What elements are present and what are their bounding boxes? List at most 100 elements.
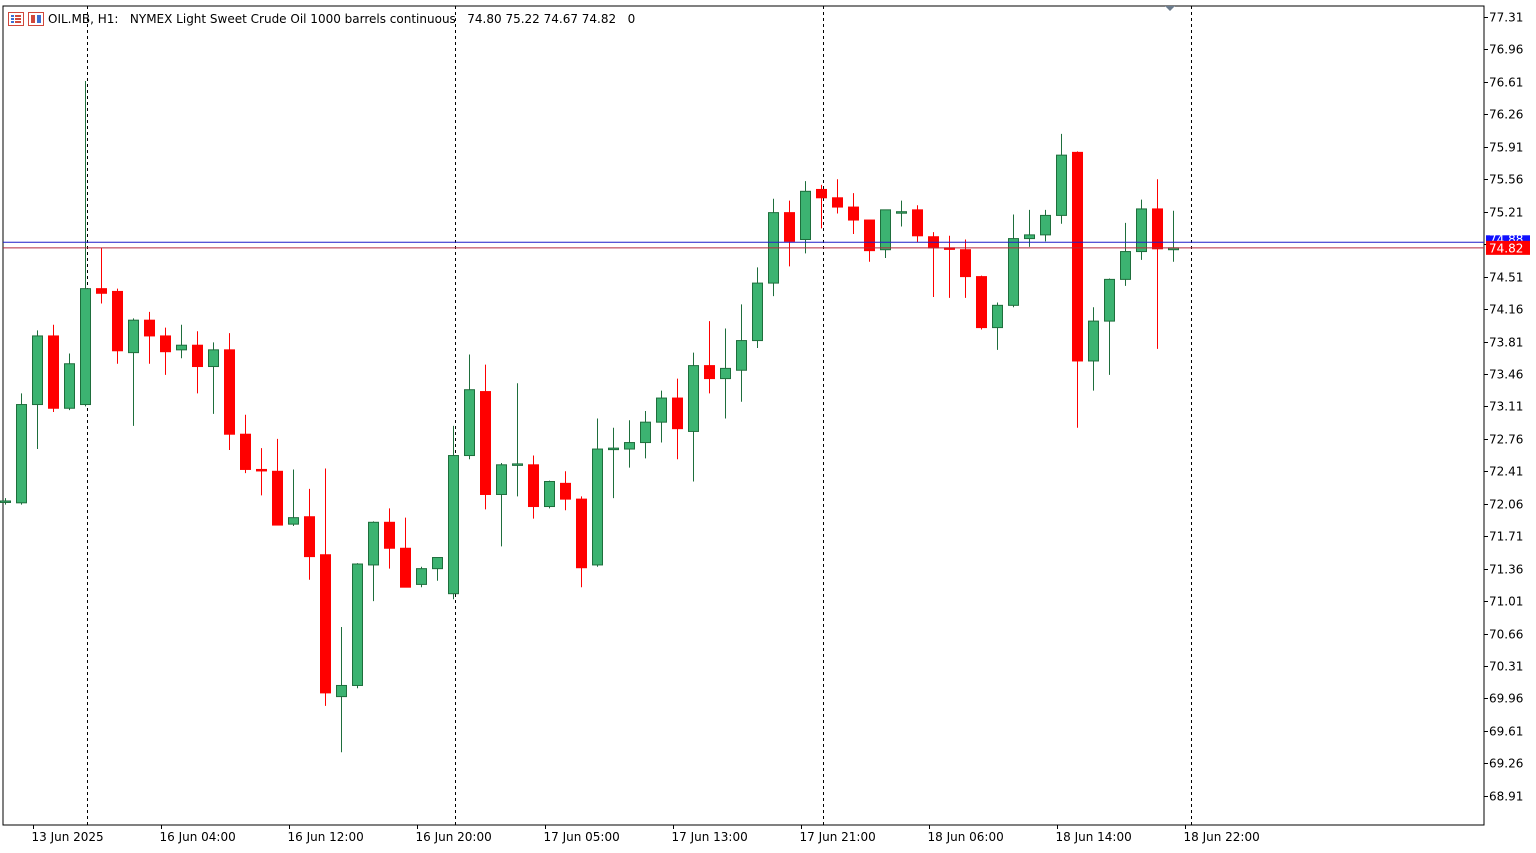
candle-bullish [368,521,379,602]
price-tick-label: 72.76 [1489,433,1523,447]
candle-bearish [384,508,395,569]
time-tick-label: 13 Jun 2025 [32,830,104,844]
time-axis[interactable]: 13 Jun 2025 16 Jun 04:00 16 Jun 12:00 16 Ju… [32,825,1260,844]
candle-body [576,498,587,569]
candle-body [672,397,683,430]
candle-bearish [224,333,235,450]
candle-bullish [592,418,603,567]
symbol-list-icon[interactable] [8,12,24,26]
candle-body [1088,320,1099,362]
candle-body [960,249,971,278]
time-tick-label: 17 Jun 13:00 [672,830,748,844]
ohlc-values: 74.80 75.22 74.67 74.82 [467,12,617,26]
candle-body [288,517,299,525]
candles [0,80,1179,753]
candle-body [96,288,107,294]
candle-bullish [896,200,907,227]
symbol-name: OIL.MB [48,12,91,26]
candle-body [560,482,571,500]
one-click-trading-icon[interactable] [28,12,44,26]
candle-bearish [816,184,827,229]
candle-bearish [160,327,171,375]
candle-body [1136,208,1147,253]
candle-body [544,480,555,508]
candle-bullish [544,480,555,509]
candle-bullish [176,324,187,359]
candle-body [352,563,363,686]
candle-bearish [960,239,971,298]
candle-bearish [784,200,795,267]
candle-body [832,197,843,208]
candle-body [1040,214,1051,236]
candle-body [704,365,715,380]
candle-bullish [1040,209,1051,242]
candle-bearish [912,205,923,243]
price-tick-label: 71.71 [1489,530,1523,544]
candle-bullish [352,563,363,689]
candle-bearish [240,414,251,474]
candle-bullish [1056,133,1067,224]
price-tick-label: 70.31 [1489,660,1523,674]
candle-bearish [304,488,315,580]
candle-body [128,319,139,354]
candle-body [496,464,507,495]
candle-bearish [672,378,683,460]
price-tick-label: 75.21 [1489,206,1523,220]
candle-bearish [1152,179,1163,349]
price-tick-label: 69.61 [1489,725,1523,739]
current-price-label [1486,240,1530,255]
candle-bullish [736,304,747,402]
price-tick-label: 76.96 [1489,43,1523,57]
candle-bullish [32,330,43,450]
time-tick-label: 18 Jun 14:00 [1056,830,1132,844]
candle-body [848,206,859,221]
candle-body [896,211,907,214]
candle-body [976,276,987,329]
price-axis[interactable]: 77.3176.9676.6176.2675.9175.5675.2174.86… [1484,11,1530,804]
price-tick-label: 74.51 [1489,271,1523,285]
candle-body [416,568,427,585]
candle-body [304,516,315,558]
candle-bullish [752,267,763,348]
day-separators [87,6,1192,825]
candle-bullish [1136,199,1147,260]
candle-body [1120,251,1131,280]
candle-bullish [1024,209,1035,247]
candle-body [688,365,699,432]
candle-bearish [272,438,283,526]
candle-bullish [80,80,91,407]
candle-body [272,470,283,526]
price-lines [3,241,1484,249]
candle-body [80,288,91,406]
candle-bullish [496,462,507,547]
shift-marker-icon[interactable] [1165,6,1175,11]
candle-bullish [608,427,619,499]
candle-bearish [400,517,411,588]
candle-body [656,397,667,423]
timeframe: H1: [97,12,119,26]
candle-body [64,363,75,409]
candle-bullish [416,566,427,588]
candle-bullish [640,411,651,459]
candle-bullish [464,354,475,460]
time-tick-label: 16 Jun 04:00 [160,830,236,844]
candle-body [144,319,155,337]
plot-area[interactable] [2,5,1485,826]
candle-body [736,340,747,371]
candle-body [752,282,763,342]
candle-bullish [0,498,11,505]
candle-body [528,464,539,508]
time-tick-label: 18 Jun 06:00 [928,830,1004,844]
candle-bullish [448,425,459,600]
candle-bearish [704,321,715,394]
candle-bearish [1072,151,1083,428]
candle-bullish [720,328,731,419]
candle-body [1024,234,1035,240]
current-price-text: 74.82 [1489,241,1523,255]
candle-bullish [336,627,347,753]
price-tick-label: 77.31 [1489,11,1523,25]
candle-bearish [256,448,267,496]
candle-body [336,684,347,698]
